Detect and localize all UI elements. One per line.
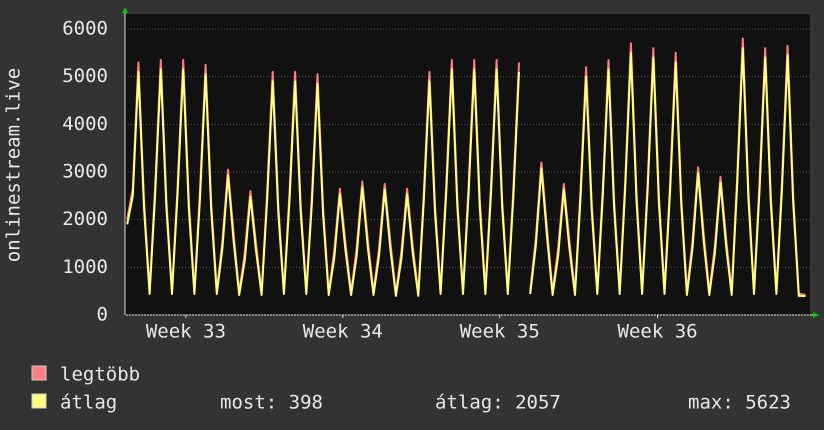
x-tick-label: Week 33 bbox=[146, 321, 226, 343]
x-tick-label: Week 35 bbox=[460, 321, 540, 343]
x-tick-label: Week 34 bbox=[303, 321, 383, 343]
y-tick-label: 1000 bbox=[62, 256, 108, 278]
y-tick-label: 0 bbox=[97, 304, 108, 326]
axis-arrow bbox=[813, 312, 819, 318]
legend-swatch bbox=[31, 393, 47, 409]
y-tick-label: 6000 bbox=[62, 18, 108, 40]
y-axis-label: onlinestream.live bbox=[3, 68, 25, 262]
plot-area bbox=[125, 14, 810, 315]
legend-label: átlag bbox=[60, 392, 117, 414]
legend-swatch bbox=[31, 365, 47, 381]
y-tick-label: 4000 bbox=[62, 113, 108, 135]
stat-text: átlag: 2057 bbox=[435, 392, 561, 414]
series-line bbox=[126, 47, 806, 297]
y-tick-label: 3000 bbox=[62, 161, 108, 183]
legend-label: legtöbb bbox=[60, 364, 140, 386]
y-tick-label: 5000 bbox=[62, 65, 108, 87]
x-tick-label: Week 36 bbox=[618, 321, 698, 343]
stat-text: max: 5623 bbox=[688, 392, 791, 414]
stat-text: most: 398 bbox=[220, 392, 323, 414]
axis-arrow bbox=[122, 7, 128, 13]
y-tick-label: 2000 bbox=[62, 208, 108, 230]
